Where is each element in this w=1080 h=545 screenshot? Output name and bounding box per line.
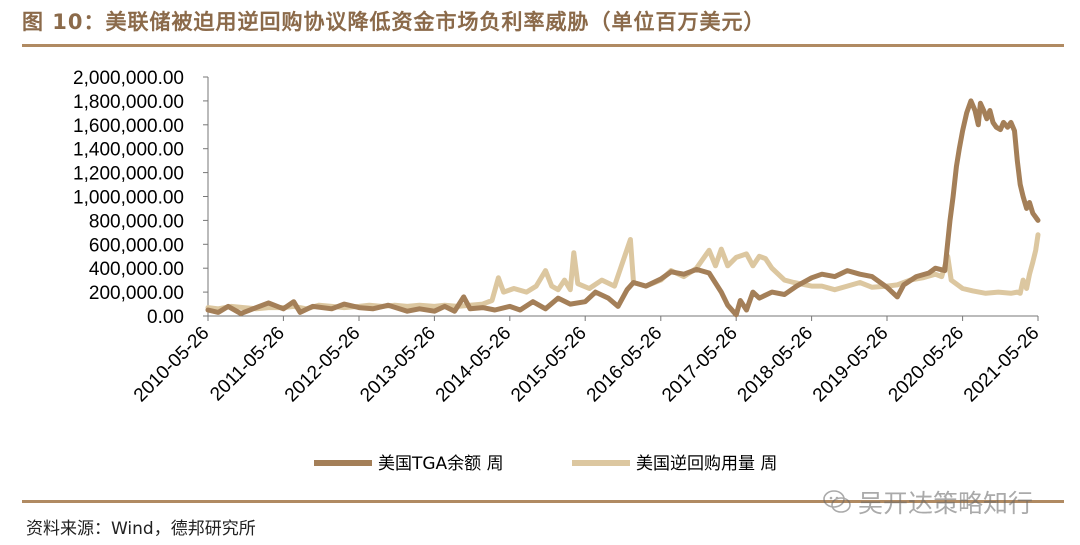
x-tick-label: 2017-05-26 bbox=[658, 323, 742, 407]
footer-rule bbox=[22, 500, 1064, 503]
x-tick-label: 2010-05-26 bbox=[130, 323, 214, 407]
watermark: 吴开达策略知行 bbox=[822, 484, 1033, 520]
x-tick-label: 2018-05-26 bbox=[734, 323, 818, 407]
y-tick-label: 800,000.00 bbox=[89, 211, 184, 232]
x-tick-label: 2013-05-26 bbox=[356, 323, 440, 407]
x-tick-label: 2011-05-26 bbox=[206, 323, 289, 406]
figure-title: 图 10：美联储被迫用逆回购协议降低资金市场负利率威胁（单位百万美元） bbox=[22, 10, 766, 34]
y-tick-label: 400,000.00 bbox=[89, 259, 184, 280]
legend-label-reverse-repo: 美国逆回购用量 周 bbox=[636, 454, 777, 474]
y-tick-label: 200,000.00 bbox=[89, 283, 184, 304]
x-tick-label: 2016-05-26 bbox=[583, 323, 667, 407]
watermark-text: 吴开达策略知行 bbox=[858, 489, 1034, 518]
wechat-icon bbox=[823, 490, 851, 513]
y-tick-label: 0.00 bbox=[147, 307, 184, 328]
x-tick-label: 2012-05-26 bbox=[281, 323, 365, 407]
y-tick-label: 1,400,000.00 bbox=[73, 140, 184, 161]
x-tick-label: 2021-05-26 bbox=[960, 323, 1044, 407]
x-tick-label: 2014-05-26 bbox=[432, 323, 516, 407]
x-tick-label: 2015-05-26 bbox=[507, 323, 591, 407]
legend: 美国TGA余额 周 美国逆回购用量 周 bbox=[314, 454, 777, 474]
y-tick-label: 600,000.00 bbox=[89, 235, 184, 256]
plot-lines bbox=[205, 98, 1041, 318]
x-tick-label: 2019-05-26 bbox=[809, 323, 893, 407]
y-tick-label: 1,600,000.00 bbox=[73, 116, 184, 137]
x-axis: 2010-05-262011-05-262012-05-262013-05-26… bbox=[130, 315, 1044, 407]
x-tick-label: 2020-05-26 bbox=[885, 323, 969, 407]
y-tick-label: 1,800,000.00 bbox=[73, 92, 184, 113]
tga-series-line bbox=[205, 98, 1041, 318]
y-tick-label: 2,000,000.00 bbox=[73, 68, 184, 89]
chart: 2,000,000.00 1,800,000.00 1,600,000.00 1,40… bbox=[73, 68, 1044, 474]
y-axis: 2,000,000.00 1,800,000.00 1,600,000.00 1,40… bbox=[73, 68, 209, 328]
title-rule bbox=[22, 44, 1064, 47]
legend-label-tga: 美国TGA余额 周 bbox=[378, 454, 504, 474]
source-note: 资料来源：Wind，德邦研究所 bbox=[26, 519, 256, 539]
y-tick-label: 1,200,000.00 bbox=[73, 164, 184, 185]
y-tick-label: 1,000,000.00 bbox=[73, 188, 184, 209]
